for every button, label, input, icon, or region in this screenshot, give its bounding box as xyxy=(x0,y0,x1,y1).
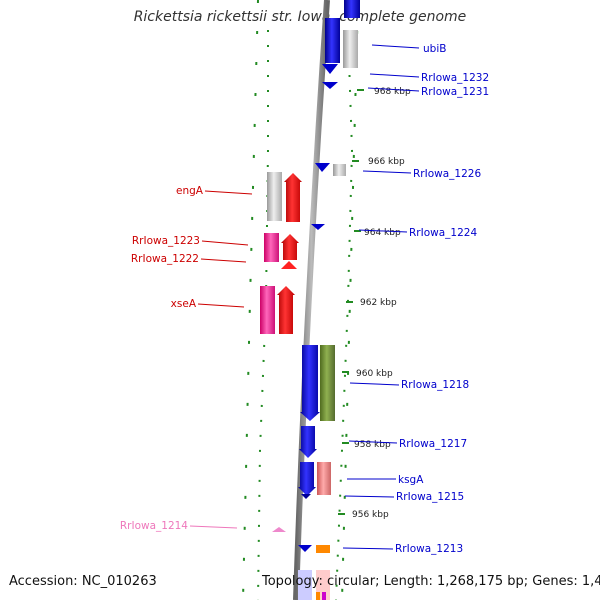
backbone-ring xyxy=(293,0,330,600)
label-rriowa-1217[interactable]: RrIowa_1217 xyxy=(399,438,467,450)
tick-label-958: 958 kbp xyxy=(354,440,391,450)
gene-rriowa-1218[interactable] xyxy=(300,345,335,421)
tick-marks xyxy=(338,89,364,515)
label-rriowa-1223[interactable]: RrIowa_1223 xyxy=(132,235,200,247)
label-rriowa-1215[interactable]: RrIowa_1215 xyxy=(396,491,464,503)
gene-xseA[interactable] xyxy=(260,286,295,334)
label-rriowa-1224[interactable]: RrIowa_1224 xyxy=(409,227,477,239)
gene-ubiB[interactable] xyxy=(322,0,360,89)
tick-label-964: 964 kbp xyxy=(364,228,401,238)
label-ubiB[interactable]: ubiB xyxy=(423,43,446,55)
tick-labels: 968 kbp 966 kbp 964 kbp 962 kbp 960 kbp … xyxy=(352,87,411,520)
map-title: Rickettsia rickettsii str. Iowa, complet… xyxy=(133,9,467,25)
right-leader-lines xyxy=(342,44,420,550)
gene-rriowa-1226[interactable] xyxy=(315,163,346,176)
gene-rriowa-1213[interactable] xyxy=(298,545,330,553)
tick-label-960: 960 kbp xyxy=(356,369,393,379)
label-rriowa-1226[interactable]: RrIowa_1226 xyxy=(413,168,481,180)
gene-ksgA[interactable] xyxy=(298,462,331,499)
tick-label-966: 966 kbp xyxy=(368,157,405,167)
gene-rriowa-1214[interactable] xyxy=(272,527,286,532)
gene-rriowa-1222[interactable] xyxy=(281,261,297,269)
label-rriowa-1214[interactable]: RrIowa_1214 xyxy=(120,520,188,532)
left-gene-labels: engA RrIowa_1223 RrIowa_1222 xseA RrIowa… xyxy=(120,185,204,532)
right-gene-labels: ubiB RrIowa_1232 RrIowa_1231 RrIowa_1226… xyxy=(395,43,489,555)
accession-text: Accession: NC_010263 xyxy=(9,574,157,589)
label-rriowa-1213[interactable]: RrIowa_1213 xyxy=(395,543,463,555)
genome-summary-text: Topology: circular; Length: 1,268,175 bp… xyxy=(262,574,600,589)
bottom-partial-features xyxy=(298,570,330,600)
gene-rriowa-1224[interactable] xyxy=(311,224,325,230)
label-ksgA[interactable]: ksgA xyxy=(398,474,424,486)
label-rriowa-1222[interactable]: RrIowa_1222 xyxy=(131,253,199,265)
label-rriowa-1231[interactable]: RrIowa_1231 xyxy=(421,86,489,98)
gene-rriowa-1223[interactable] xyxy=(264,233,299,262)
tick-label-962: 962 kbp xyxy=(360,298,397,308)
left-leader-lines xyxy=(189,190,253,529)
label-rriowa-1218[interactable]: RrIowa_1218 xyxy=(401,379,469,391)
tick-label-956: 956 kbp xyxy=(352,510,389,520)
label-xseA[interactable]: xseA xyxy=(171,298,197,310)
gene-engA[interactable] xyxy=(267,172,302,222)
gene-rriowa-1217[interactable] xyxy=(299,426,317,458)
tick-label-968: 968 kbp xyxy=(374,87,411,97)
label-engA[interactable]: engA xyxy=(176,185,204,197)
label-rriowa-1232[interactable]: RrIowa_1232 xyxy=(421,72,489,84)
